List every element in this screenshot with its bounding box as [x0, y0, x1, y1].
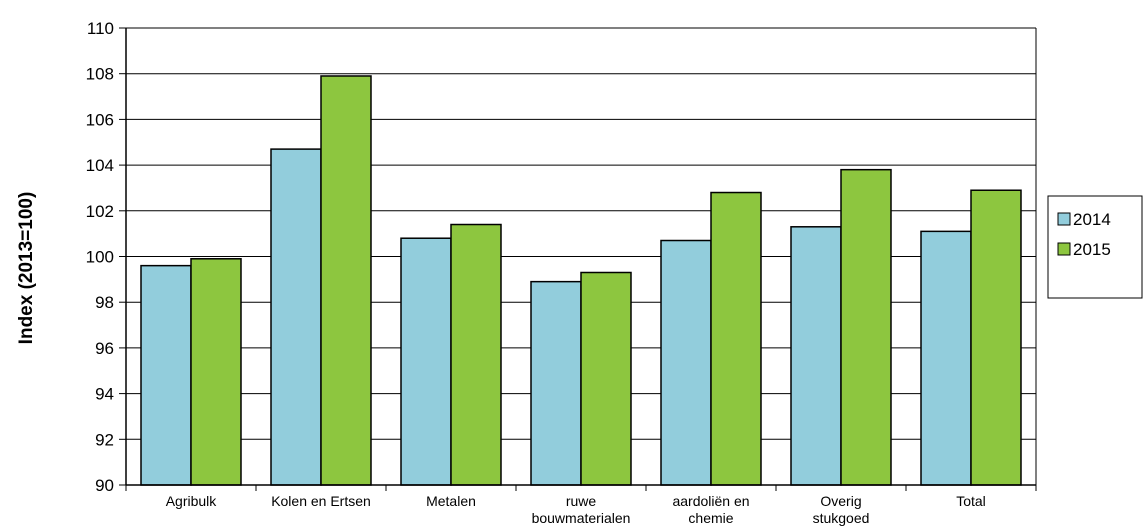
x-category-label: Overig	[820, 493, 861, 509]
bar-2014	[270, 148, 322, 486]
bar-2014	[530, 280, 582, 486]
bars	[140, 75, 1022, 486]
y-tick-label: 94	[95, 385, 114, 404]
legend-label-2015: 2015	[1073, 240, 1111, 259]
bar-2015	[450, 223, 502, 486]
legend: 2014 2015	[1047, 195, 1143, 299]
legend-swatch-2014	[1057, 212, 1071, 226]
x-category-label: Metalen	[426, 493, 476, 509]
y-axis-title: Index (2013=100)	[16, 192, 37, 345]
x-category-label: Kolen en Ertsen	[271, 493, 371, 509]
x-category-label: ruwe	[566, 493, 597, 509]
y-tick-label: 92	[95, 430, 114, 449]
bar-2014	[400, 237, 452, 486]
bar-2015	[970, 189, 1022, 486]
x-category-label: chemie	[688, 510, 733, 526]
y-tick-label: 106	[86, 110, 114, 129]
bar-2014	[920, 230, 972, 486]
y-tick-label: 104	[86, 156, 114, 175]
x-category-label: Total	[956, 493, 986, 509]
x-category-label: bouwmaterialen	[532, 510, 631, 526]
bar-2015	[190, 258, 242, 486]
legend-label-2014: 2014	[1073, 210, 1111, 229]
bar-2015	[580, 271, 632, 486]
y-tick-label: 110	[87, 19, 114, 38]
y-tick-label: 108	[86, 65, 114, 84]
bar-2014	[140, 264, 192, 486]
y-tick-label: 100	[86, 248, 114, 267]
y-tick-label: 96	[95, 339, 114, 358]
axes: 90 92 94 96 98 100 102 104 106 108 110 Agribulk Kole…	[86, 19, 1037, 526]
y-tick-label: 98	[95, 293, 114, 312]
y-tick-label: 102	[86, 202, 114, 221]
x-category-label: Agribulk	[166, 493, 218, 509]
legend-swatch-2015	[1057, 242, 1071, 256]
bar-2014	[660, 239, 712, 486]
bar-2015	[710, 191, 762, 486]
bar-2015	[320, 75, 372, 486]
bar-2015	[840, 168, 892, 486]
bar-2014	[790, 226, 842, 486]
x-category-label: aardoliën en	[672, 493, 749, 509]
y-tick-label: 90	[95, 476, 114, 495]
x-category-label: stukgoed	[813, 510, 870, 526]
